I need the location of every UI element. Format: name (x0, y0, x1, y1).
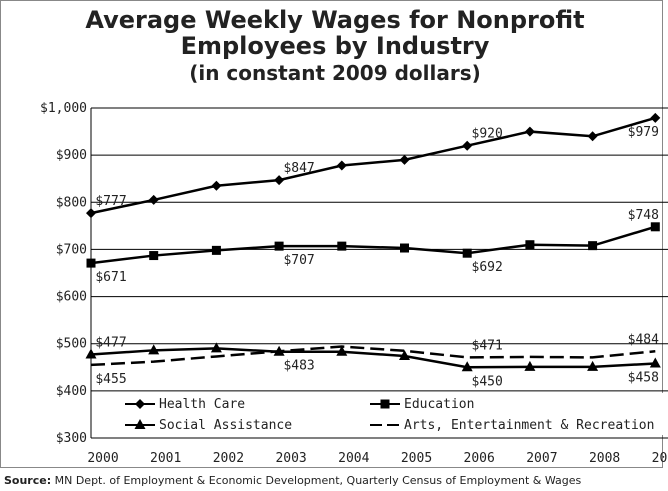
marker (211, 180, 222, 191)
marker (650, 112, 661, 123)
x-tick-label: 2000 (87, 451, 118, 466)
x-tick-label: 2008 (589, 451, 620, 466)
x-tick-label: 2002 (213, 451, 244, 466)
chart-title: Employees by Industry (181, 32, 490, 60)
marker (85, 348, 97, 359)
data-label: $477 (95, 336, 126, 351)
source-text: MN Dept. of Employment & Economic Develo… (55, 474, 582, 487)
marker (587, 131, 598, 142)
x-tick-label: 2007 (526, 451, 557, 466)
marker (462, 248, 472, 258)
data-label: $458 (628, 371, 659, 386)
x-tick-label: 2003 (275, 451, 306, 466)
marker (274, 175, 285, 186)
data-label: $483 (283, 359, 314, 374)
marker (524, 126, 535, 137)
y-tick-label: $400 (56, 384, 87, 399)
data-label: $979 (628, 125, 659, 140)
y-tick-label: $600 (56, 290, 87, 305)
data-label: $707 (283, 253, 314, 268)
legend-label: Social Assistance (159, 418, 292, 433)
marker (336, 345, 348, 356)
data-label: $692 (472, 260, 503, 275)
marker (399, 349, 410, 360)
marker (525, 240, 535, 250)
data-label: $455 (95, 372, 126, 387)
y-tick-label: $300 (56, 431, 87, 446)
y-tick-label: $700 (56, 242, 87, 257)
marker (524, 360, 536, 371)
marker (211, 245, 221, 255)
data-label: $471 (472, 338, 503, 353)
marker (380, 399, 390, 409)
data-label: $671 (95, 270, 126, 285)
marker (587, 360, 599, 371)
marker (86, 258, 96, 268)
legend-label: Education (404, 397, 474, 412)
marker (86, 208, 96, 219)
series-line (90, 347, 656, 369)
source: Source: MN Dept. of Employment & Economi… (4, 474, 581, 487)
marker (274, 241, 284, 251)
series-line (90, 345, 656, 367)
data-label: $484 (628, 332, 659, 347)
marker (588, 241, 598, 251)
chart-subtitle: (in constant 2009 dollars) (189, 61, 481, 85)
series-line (90, 116, 656, 215)
marker (149, 251, 159, 261)
chart-frame (0, 0, 663, 468)
x-tick-label: 2005 (401, 451, 432, 466)
marker (148, 344, 160, 355)
marker (135, 399, 145, 409)
marker (400, 243, 409, 253)
marker (210, 342, 222, 353)
data-label: $920 (472, 127, 503, 142)
data-label: $777 (95, 194, 126, 209)
x-tick-label: 2009 (652, 451, 668, 466)
marker (650, 222, 660, 232)
y-tick-label: $900 (56, 148, 87, 163)
y-tick-label: $1,000 (40, 101, 87, 116)
marker (462, 140, 473, 151)
marker (134, 419, 146, 429)
marker (399, 154, 410, 165)
data-label: $748 (628, 208, 659, 223)
x-tick-label: 2001 (150, 451, 181, 466)
marker (148, 194, 159, 205)
chart-title: Average Weekly Wages for Nonprofit (85, 6, 584, 34)
series-line (90, 225, 656, 265)
x-tick-label: 2004 (338, 451, 369, 466)
legend-label: Health Care (159, 397, 245, 412)
source-label: Source: (4, 474, 51, 487)
data-label: $450 (472, 374, 503, 389)
data-label: $847 (283, 161, 314, 176)
legend-label: Arts, Entertainment & Recreation (404, 418, 654, 433)
marker (337, 241, 347, 251)
x-tick-label: 2006 (464, 451, 495, 466)
marker (336, 160, 347, 171)
legend: Health Care Education Social Assistance Art… (100, 393, 668, 435)
y-tick-label: $800 (56, 195, 87, 210)
y-tick-label: $500 (56, 337, 87, 352)
marker (461, 361, 473, 372)
marker (649, 357, 661, 368)
